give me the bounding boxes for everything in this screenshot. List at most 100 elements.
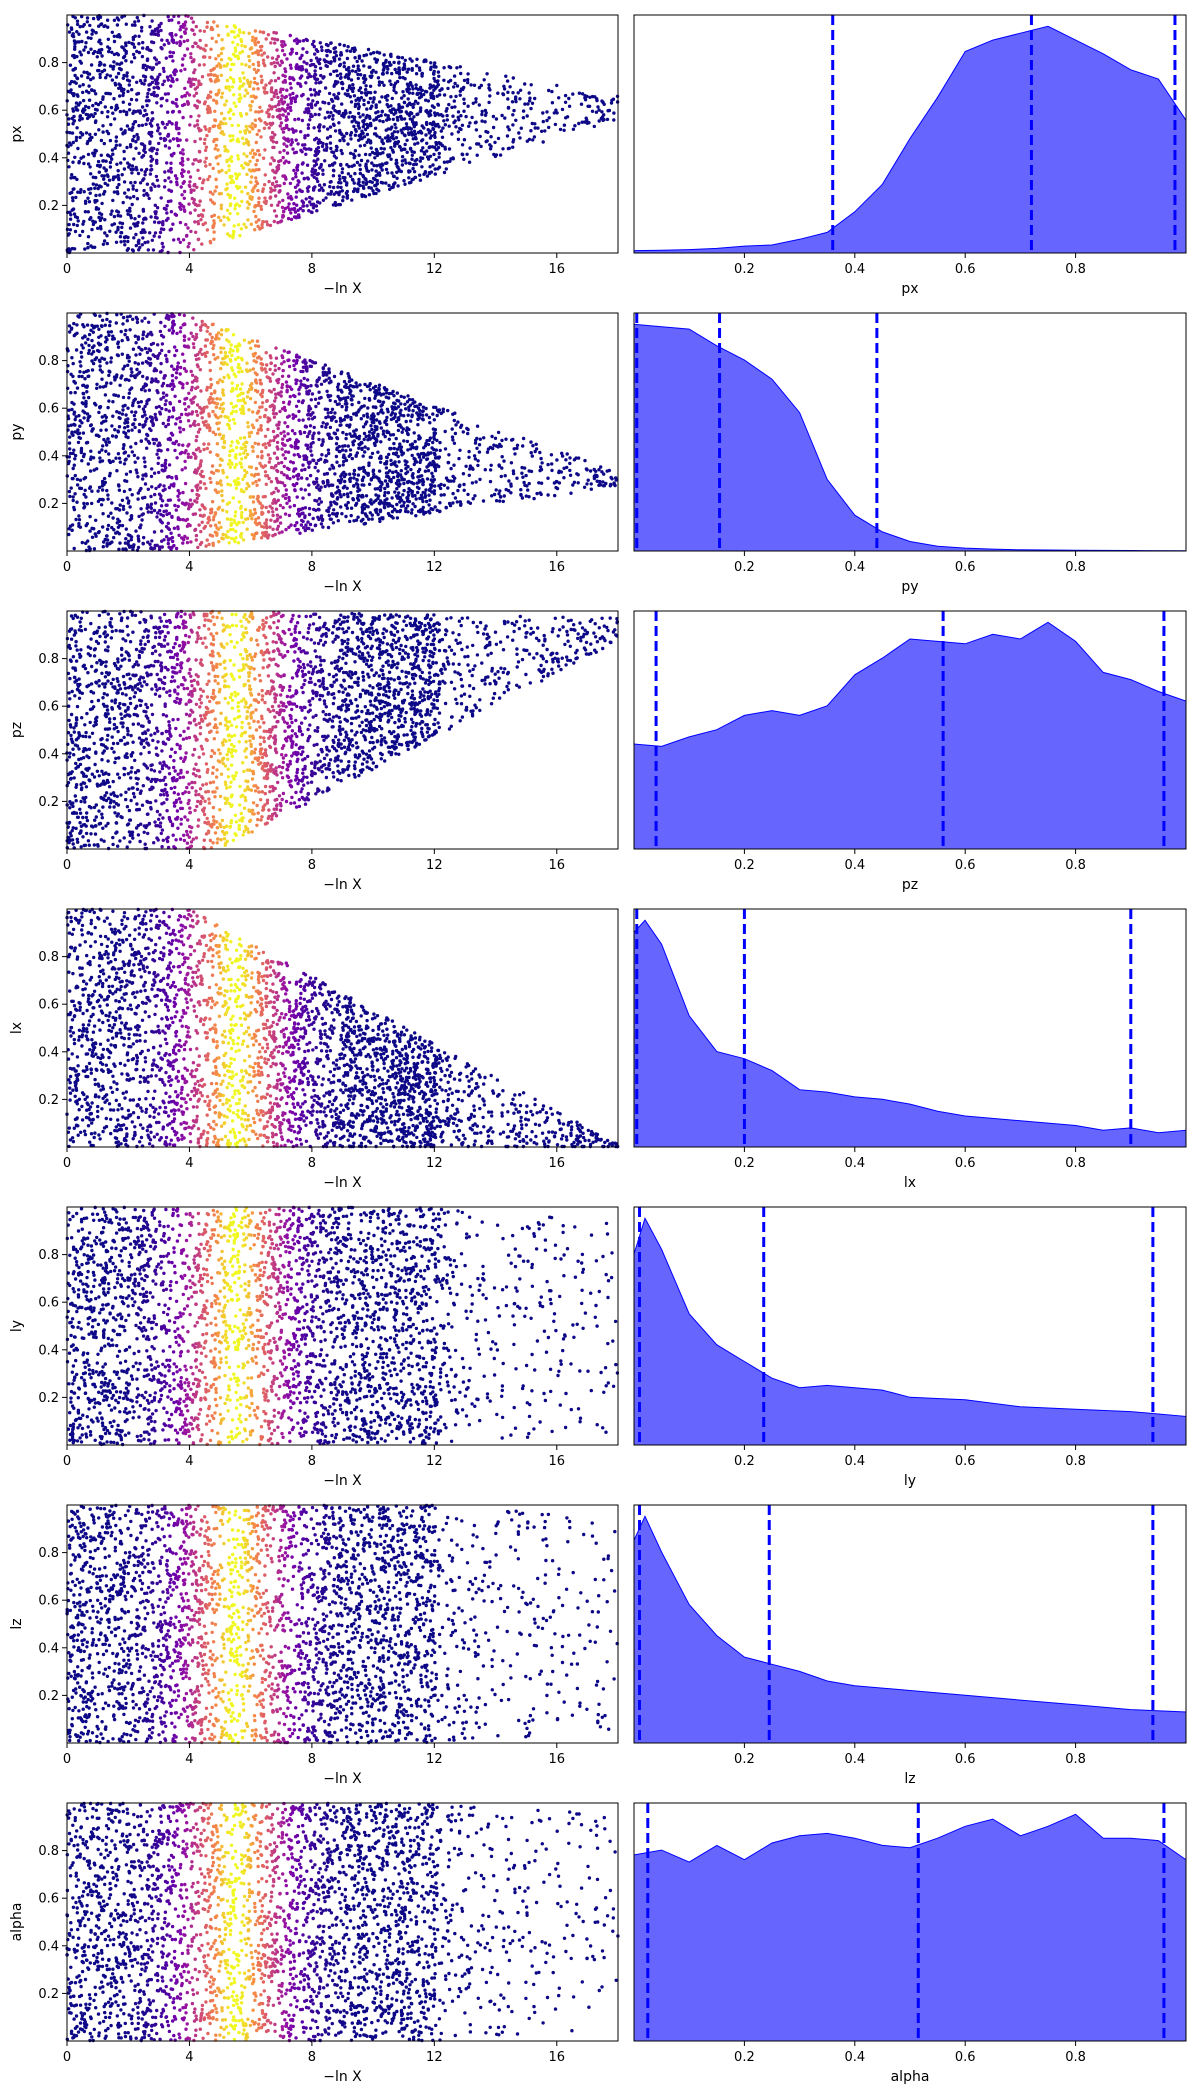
trace-point	[220, 410, 225, 414]
trace-point	[86, 162, 91, 166]
trace-point	[444, 506, 448, 510]
trace-point	[316, 157, 320, 161]
trace-point	[145, 376, 149, 380]
trace-point	[272, 219, 276, 224]
trace-point	[328, 141, 333, 145]
trace-point	[565, 115, 570, 119]
trace-point	[278, 521, 283, 525]
trace-point	[494, 117, 499, 121]
trace-point	[179, 171, 184, 176]
trace-point	[269, 106, 273, 111]
trace-point	[518, 88, 523, 93]
trace-point	[149, 474, 154, 479]
trace-point	[365, 140, 369, 144]
trace-point	[294, 378, 298, 382]
trace-point	[467, 160, 472, 164]
trace-point	[81, 409, 85, 413]
trace-point	[193, 87, 197, 91]
trace-point	[386, 114, 390, 118]
trace-point	[585, 94, 589, 99]
trace-point	[311, 99, 315, 103]
trace-point	[485, 72, 489, 76]
trace-point	[140, 123, 145, 128]
trace-point	[265, 375, 269, 379]
trace-point	[246, 517, 250, 521]
trace-point	[250, 122, 255, 126]
trace-point	[214, 40, 218, 44]
trace-point	[422, 152, 427, 156]
trace-point	[413, 99, 418, 104]
trace-point	[305, 50, 309, 54]
trace-point	[77, 103, 81, 107]
trace-point	[340, 167, 345, 171]
trace-point	[323, 159, 327, 163]
trace-point	[116, 525, 121, 529]
trace-point	[400, 159, 405, 163]
trace-point	[362, 98, 366, 103]
trace-point	[128, 470, 133, 474]
trace-point	[86, 210, 91, 214]
trace-point	[238, 387, 243, 391]
trace-point	[345, 131, 349, 136]
trace-point	[79, 74, 84, 78]
trace-point	[451, 491, 455, 496]
trace-point	[155, 178, 160, 182]
trace-point	[130, 23, 135, 27]
trace-point	[300, 74, 304, 78]
trace-point	[359, 73, 363, 77]
trace-point	[308, 118, 312, 122]
trace-point	[167, 18, 171, 23]
trace-point	[90, 352, 94, 356]
trace-point	[275, 48, 279, 52]
trace-point	[121, 100, 126, 104]
trace-point	[447, 453, 451, 457]
trace-point	[175, 138, 180, 143]
trace-point	[115, 51, 119, 56]
trace-point	[182, 169, 186, 173]
trace-point	[257, 218, 261, 222]
trace-point	[374, 60, 379, 64]
trace-point	[352, 94, 357, 98]
trace-point	[80, 355, 84, 359]
trace-point	[152, 530, 157, 534]
trace-point	[434, 140, 438, 145]
trace-point	[211, 166, 215, 171]
trace-point	[110, 157, 114, 161]
trace-point	[193, 220, 197, 224]
trace-point	[120, 221, 125, 226]
trace-point	[68, 90, 73, 94]
trace-point	[326, 127, 330, 131]
trace-point	[381, 68, 386, 72]
trace-point	[308, 364, 312, 368]
trace-point	[194, 24, 198, 29]
trace-point	[430, 471, 434, 475]
trace-point	[67, 30, 72, 34]
trace-point	[525, 484, 529, 488]
trace-point	[368, 153, 372, 157]
trace-point	[71, 160, 75, 164]
trace-point	[275, 440, 280, 445]
trace-point	[431, 120, 436, 125]
trace-point	[246, 421, 250, 425]
trace-point	[169, 180, 173, 184]
trace-point	[197, 114, 201, 118]
trace-point	[445, 113, 449, 118]
trace-point	[253, 228, 257, 232]
trace-point	[286, 216, 291, 221]
trace-point	[279, 158, 283, 163]
trace-point	[319, 80, 323, 84]
trace-point	[166, 78, 170, 82]
trace-point	[121, 200, 125, 205]
trace-point	[207, 129, 211, 133]
trace-point	[123, 191, 127, 195]
trace-point	[331, 163, 335, 167]
trace-point	[90, 338, 94, 343]
trace-point	[325, 422, 329, 426]
trace-point	[286, 103, 290, 107]
trace-point	[416, 141, 420, 145]
trace-point	[303, 488, 307, 492]
trace-point	[152, 234, 156, 238]
trace-point	[203, 160, 207, 164]
trace-point	[470, 115, 474, 120]
trace-point	[145, 417, 149, 421]
